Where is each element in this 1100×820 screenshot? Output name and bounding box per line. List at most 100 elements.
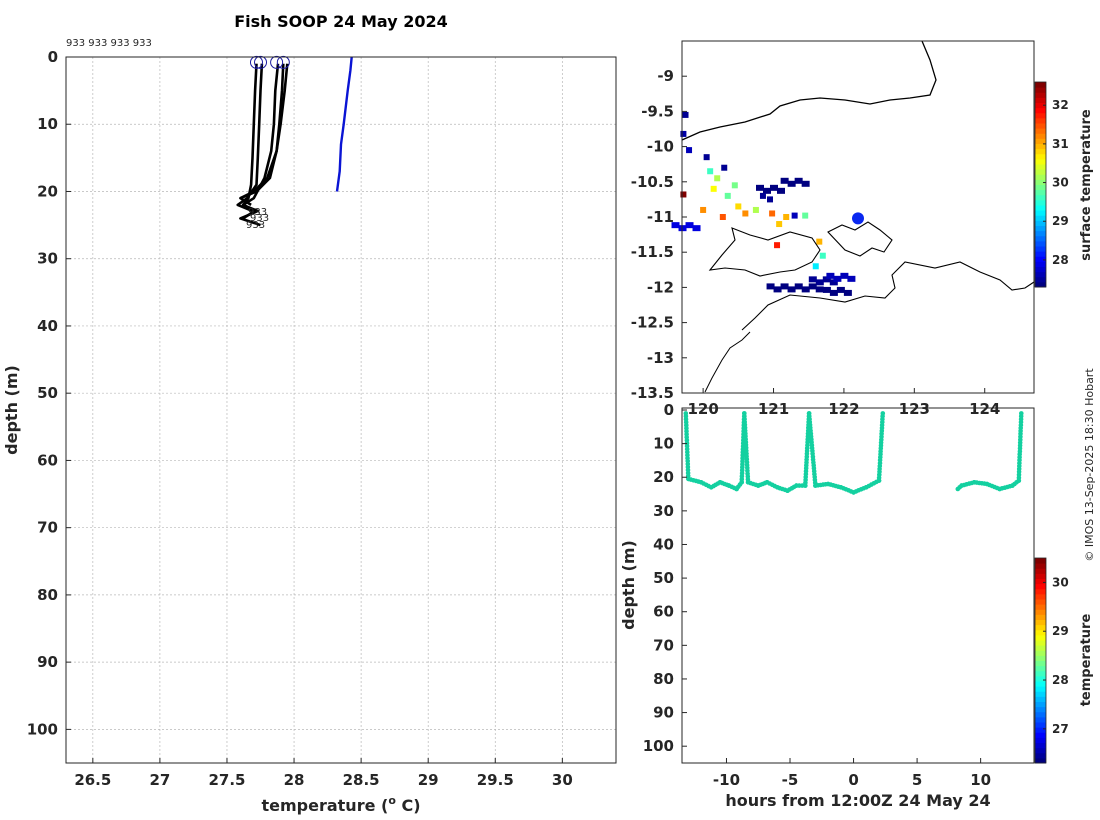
map-cold-patch-cell [794,177,803,184]
map-ytick-label: -12.5 [631,314,674,332]
map-colorbar-segment [1035,189,1046,196]
track-colorbar-segment [1035,737,1046,743]
map-colorbar-segment [1035,107,1046,114]
track-colorbar-segment [1035,614,1046,620]
map-cold-patch-cell [780,283,789,290]
map-sst-cells [671,111,856,296]
map-cold-patch-cell [692,225,701,232]
map-colorbar-segment [1035,225,1046,232]
map-sst-cell [680,130,687,137]
track-colorbar-segment [1035,732,1046,738]
track-ytick-label: 0 [664,401,674,419]
map-sst-cell [700,206,707,213]
map-sst-cell [714,175,721,182]
map-ytick-label: -13 [647,349,674,367]
map-colorbar-tick-label: 29 [1052,214,1069,228]
profile-xtick-label: 26.5 [74,771,111,789]
track-colorbar-segment [1035,742,1046,749]
map-cold-patch-cell [773,286,782,293]
track-axes-frame [681,407,1035,764]
map-cold-patch-cell [843,289,852,296]
map-colorbar-segment [1035,215,1046,221]
profile-5-line [239,63,289,200]
map-colorbar-segment [1035,230,1046,237]
map-colorbar-segment [1035,235,1046,242]
map-colorbar-segment [1035,251,1046,257]
profile-ytick-label: 30 [37,250,58,268]
map-colorbar-segment [1035,92,1046,98]
track-xtick-label: 10 [970,771,991,789]
track-ytick-label: 50 [653,569,674,587]
map-colorbar-segment [1035,246,1046,252]
track-ytick-label: 20 [653,468,674,486]
track-ylabel: depth (m) [619,540,638,630]
profile-ytick-label: 10 [37,115,58,133]
map-cold-patch-cell [829,279,838,286]
map-sst-cell [703,154,710,161]
surface-marker-circle [270,55,284,69]
track-colorbar-segment [1035,752,1046,759]
map-colorbar-tick-label: 32 [1052,98,1069,112]
profile-xtick-label: 28 [284,771,305,789]
profile-xtick-label: 30 [552,771,573,789]
map-sst-cell [735,203,742,210]
map-cold-patch-cell [808,283,817,290]
map-cold-patch-cell [836,286,845,293]
track-colorbar-segment [1035,675,1046,682]
track-colorbar-tick-label: 30 [1052,575,1069,589]
track-xtick-label: -5 [782,771,799,789]
track-colorbar-tick-label: 28 [1052,673,1069,687]
track-ytick-label: 10 [653,435,674,453]
map-cold-patch-cell [822,286,831,293]
track-colorbar-segment [1035,716,1046,723]
map-colorbar-segment [1035,82,1046,88]
coastline-peninsula [827,221,893,257]
map-xtick-label: 123 [899,400,930,418]
map-colorbar-segment [1035,158,1046,165]
map-sst-cell [731,182,738,189]
map-cold-patch-cell [777,187,785,194]
profile-xtick-label: 28.5 [343,771,380,789]
track-colorbar-segment [1035,624,1046,631]
track-colorbar-segment [1035,558,1046,564]
profile-ytick-label: 0 [48,48,58,66]
map-colorbar-segment [1035,220,1046,226]
credit-text: © IMOS 13-Sep-2025 18:30 Hobart [1083,368,1096,562]
map-colorbar-segment [1035,256,1046,262]
map-sst-cell [686,147,693,154]
map-colorbar-segment [1035,143,1046,150]
map-sst-cell [680,191,687,198]
track-colorbar-segment [1035,696,1046,702]
track-colorbar-segment [1035,686,1046,692]
track-xtick-label: 5 [912,771,922,789]
map-sst-cell [774,242,781,249]
coastline-north [681,40,937,141]
profile-ytick-label: 20 [37,182,58,200]
map-sst-cell [724,192,731,199]
map-cold-patch-cell [829,289,838,296]
figure-title: Fish SOOP 24 May 2024 [234,12,448,31]
map-colorbar-tick-label: 28 [1052,253,1069,267]
map-cold-patch-cell [787,180,796,187]
map-colorbar-segment [1035,133,1046,139]
profile-axes-frame [65,56,617,764]
profile-bottom-label-3: 933 [246,220,265,231]
surface-marker-circle [276,55,290,69]
map-ytick-label: -9.5 [641,102,674,120]
map-cold-patch-cell [815,286,824,293]
track-colorbar-label: temperature [1079,614,1094,707]
map-ytick-label: -10.5 [631,173,674,191]
track-colorbar-segment [1035,727,1046,733]
profile-ytick-label: 50 [37,384,58,402]
track-ytick-label: 100 [643,737,674,755]
profile-grid [66,56,616,763]
track-colorbar-segment [1035,645,1046,651]
track-colorbar-segment [1035,573,1046,579]
coastline-island [708,227,821,277]
map-colorbar-segment [1035,281,1046,288]
map-sst-cell [721,164,728,171]
map-cold-patch-cell [766,283,775,290]
profile-ylabel: depth (m) [2,365,21,455]
map-cold-patch-cell [770,184,778,191]
profile-xtick-label: 27.5 [208,771,245,789]
